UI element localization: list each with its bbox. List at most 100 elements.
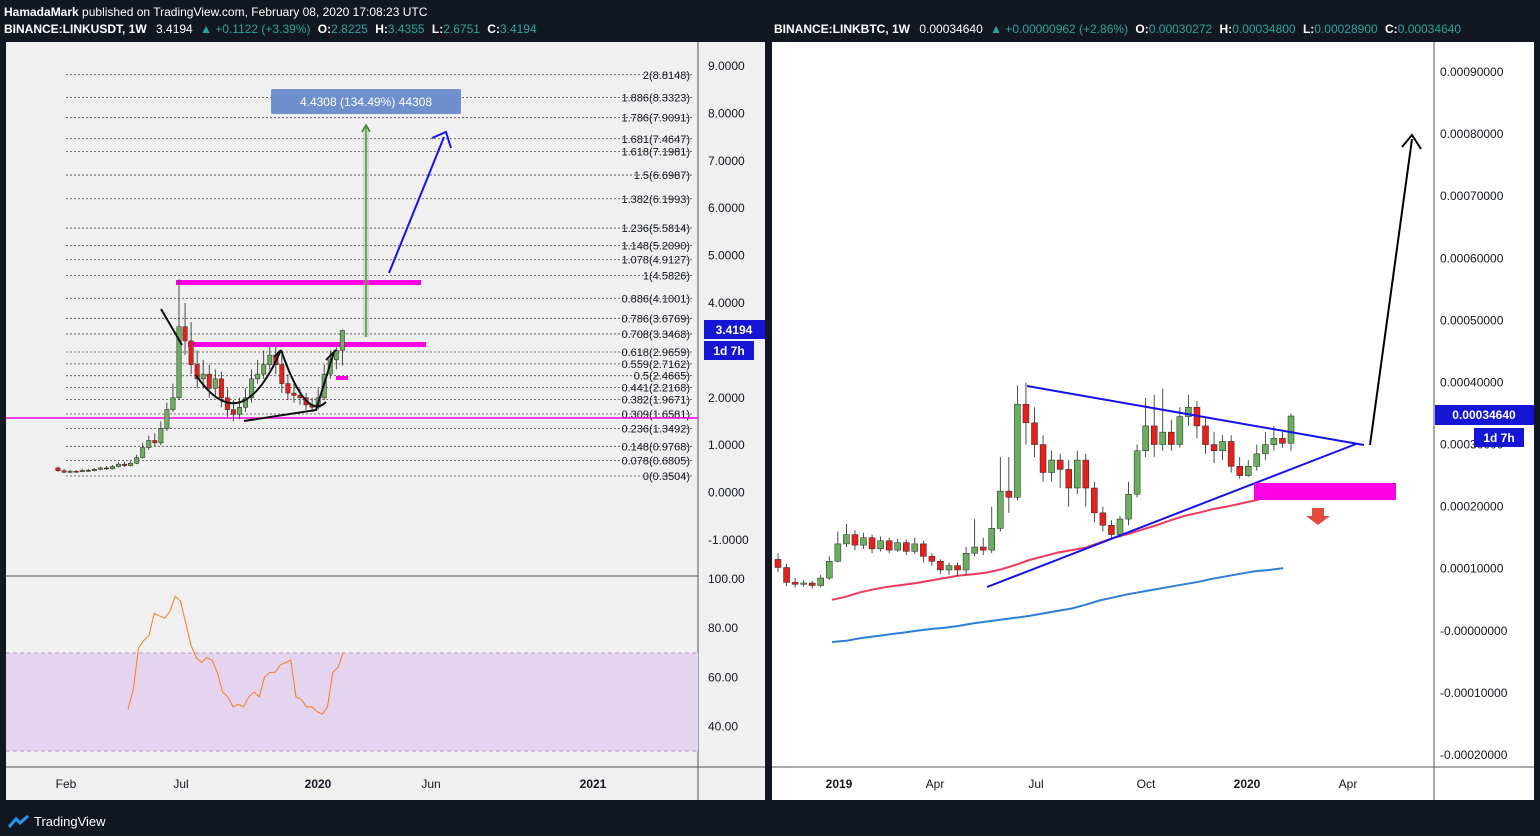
right-chart[interactable]: 0.00090000 0.00080000 0.00070000 0.00060000…	[772, 42, 1534, 800]
pattern-line-left	[160, 308, 183, 346]
countdown-tag	[704, 341, 754, 360]
left-symbol-header: BINANCE:LINKUSDT, 1W 3.4194 ▲ +0.1122 (+…	[4, 22, 537, 36]
candle-body	[843, 534, 850, 545]
candle-body	[1091, 487, 1098, 514]
fib-levels: 2(8.8148) 1.886(8.3323) 1.786(7.9091) 1.681…	[66, 70, 692, 483]
author-name[interactable]: HamadaMark	[4, 5, 79, 19]
fib-label: 1.382(6.1993)	[622, 194, 691, 206]
fib-label: 1(4.5826)	[643, 270, 690, 282]
candle-body	[903, 542, 910, 552]
measure-label: 4.4308 (134.49%) 44308	[300, 95, 432, 109]
candle-body	[55, 467, 61, 472]
candle-body	[122, 463, 127, 466]
right-h-label: H:	[1219, 22, 1233, 36]
candle-body	[1056, 459, 1064, 470]
candle-body	[255, 373, 261, 380]
price-tick-label: 0.00010000	[1440, 562, 1504, 576]
cup-curve-2	[280, 349, 327, 408]
triangle-upper-line	[1026, 385, 1365, 446]
tradingview-logo-icon[interactable]	[8, 815, 30, 829]
right-last-price-tag	[1435, 405, 1534, 425]
left-chart[interactable]: 2(8.8148) 1.886(8.3323) 1.786(7.9091) 1.681…	[6, 42, 765, 800]
candle-body	[1108, 525, 1115, 535]
candle-body	[1039, 444, 1047, 473]
candle-body	[928, 556, 936, 562]
fib-label: 0.382(1.9671)	[622, 394, 691, 406]
price-tick-label: 0.0000	[708, 486, 745, 500]
breakout-arrow-head	[1401, 133, 1422, 150]
candle-body	[1210, 444, 1218, 452]
candle-body	[1287, 415, 1295, 444]
candle-body	[291, 392, 297, 396]
time-tick-label: Jul	[1028, 777, 1043, 791]
left-o-label: O:	[317, 22, 332, 36]
pattern-arrows	[273, 349, 337, 361]
candle-body	[128, 462, 134, 466]
candle-body	[817, 577, 824, 586]
candle-body	[1074, 459, 1081, 489]
fib-label: 1.886(8.3323)	[622, 93, 691, 105]
support-zone	[1254, 483, 1396, 500]
left-h-label: H:	[375, 22, 388, 36]
fib-label: 0.708(3.3468)	[622, 329, 691, 341]
candle-body	[67, 471, 73, 473]
resistance-zone-upper	[176, 280, 421, 285]
price-tick-label: -0.00010000	[1440, 686, 1508, 700]
time-tick-label: Jun	[421, 777, 440, 791]
candle-body	[1133, 450, 1141, 495]
candle-body	[1202, 425, 1209, 445]
ma-red	[831, 492, 1284, 601]
candle-body	[877, 540, 884, 550]
measure-fill	[363, 127, 369, 337]
candle-body	[243, 397, 249, 408]
rsi-line	[127, 595, 344, 715]
candle-body	[237, 407, 242, 415]
candle-body	[103, 467, 109, 470]
footer-brand[interactable]: TradingView	[34, 814, 106, 829]
left-price-axis: 9.00008.00007.00006.00005.00004.00003.00…	[708, 59, 749, 547]
candle-body	[206, 373, 212, 389]
resistance-zone-lower	[188, 342, 426, 347]
candle-body	[176, 326, 182, 399]
candle-body	[911, 543, 919, 552]
left-symbol[interactable]: BINANCE:LINKUSDT, 1W	[4, 22, 147, 36]
right-o-label: O:	[1135, 22, 1149, 36]
right-close: 0.00034640	[1397, 22, 1462, 36]
candle-body	[1185, 407, 1192, 417]
candle-body	[218, 378, 224, 399]
candle-body	[962, 552, 970, 571]
candle-body	[261, 364, 267, 375]
candle-body	[1031, 422, 1038, 445]
right-change: ▲ +0.00000962 (+2.86%)	[990, 22, 1129, 36]
candle-body	[1048, 459, 1055, 473]
time-tick-label: 2019	[826, 777, 853, 791]
left-l-label: L:	[431, 22, 444, 36]
candle-body	[158, 428, 164, 444]
right-symbol-header: BINANCE:LINKBTC, 1W 0.00034640 ▲ +0.0000…	[774, 22, 1461, 36]
candle-body	[945, 565, 953, 571]
candle-body	[194, 364, 200, 380]
last-price-tag-text: 3.4194	[716, 323, 753, 337]
right-c-label: C:	[1385, 22, 1398, 36]
pattern-line-bottom	[243, 351, 335, 422]
time-tick-label: 2021	[580, 777, 607, 791]
right-chart-bg	[772, 42, 1534, 800]
right-time-axis: 2019 Apr Jul Oct 2020 Apr	[826, 777, 1358, 791]
candle-body	[1227, 441, 1235, 467]
candle-body	[979, 546, 987, 551]
candle-body	[85, 470, 91, 472]
time-tick-label: Oct	[1137, 777, 1156, 791]
price-tick-label: -0.00020000	[1440, 748, 1508, 762]
right-symbol[interactable]: BINANCE:LINKBTC, 1W	[774, 22, 910, 36]
candle-body	[834, 543, 842, 562]
left-close: 3.4194	[499, 22, 537, 36]
left-time-axis: Feb Jul 2020 Jun 2021	[56, 777, 607, 791]
candle-body	[1125, 493, 1132, 520]
candle-body	[774, 559, 782, 568]
price-tick-label: 0.00040000	[1440, 375, 1504, 389]
right-low: 0.00028900	[1314, 22, 1378, 36]
fib-label: 0.148(0.9768)	[622, 441, 691, 453]
fib-label: 1.618(7.1981)	[622, 146, 691, 158]
ma-blue	[831, 567, 1284, 643]
candle-body	[91, 469, 97, 472]
